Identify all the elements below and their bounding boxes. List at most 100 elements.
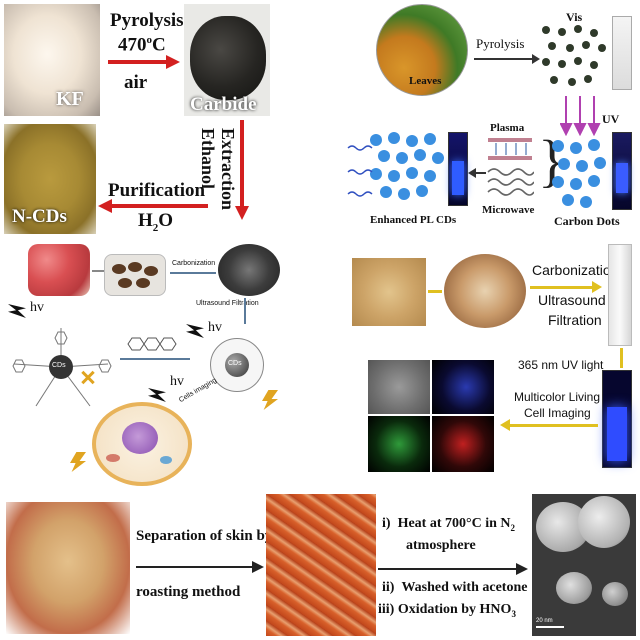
uv-arrows (560, 96, 601, 136)
ultrasound-label: Ultrasound (538, 292, 606, 308)
tem-image: 20 nm (532, 494, 636, 636)
dark-dot (574, 57, 582, 65)
hv-right-label: hv (208, 320, 222, 335)
arrow-d4 (510, 424, 598, 427)
dark-dot (558, 60, 566, 68)
hv-cell-icon (148, 388, 166, 402)
cell-diagram (92, 402, 192, 486)
uv-label: UV (602, 112, 620, 126)
carbonization-c-label: Carbonization (172, 260, 216, 267)
carbide-photo: Carbide (184, 4, 270, 116)
carbon-dots-label: Carbon Dots (554, 214, 620, 228)
dark-dot (574, 25, 582, 33)
scale-label: 20 nm (536, 618, 553, 624)
uv365-label: 365 nm UV light (518, 358, 604, 372)
red-channel-image (432, 416, 494, 472)
arrow-pyrolysis-head (166, 55, 180, 69)
carbide-lump (190, 16, 266, 100)
arrow-c2 (170, 272, 216, 274)
dye-molecule (127, 337, 177, 351)
scale-bar (536, 626, 564, 628)
plasma-label: Plasma (490, 122, 525, 134)
cell-organelle (106, 454, 120, 462)
arrow-d1 (428, 290, 442, 293)
arrow-c1 (92, 270, 106, 272)
vial-glow (616, 163, 628, 193)
blue-channel-image (432, 360, 494, 414)
carbonization-d-label: Carbonization (532, 262, 619, 278)
bright-field-image (368, 360, 430, 414)
water-label: H2O (138, 210, 174, 234)
temperature-label: 470oC (118, 34, 166, 56)
hv-left-label: hv (30, 300, 44, 315)
step-i-cont-label: atmosphere (406, 538, 476, 553)
cds-left-molecule (12, 328, 112, 407)
cell-organelle-2 (160, 456, 172, 464)
seeds-icon (112, 262, 158, 288)
dark-dots (542, 25, 606, 86)
hv-cell-label: hv (170, 374, 184, 389)
cds-left-label: CDs (52, 362, 66, 369)
arrow-treatment-head (468, 168, 476, 178)
ncds-photo: N-CDs (4, 124, 96, 234)
microscopy-grid (368, 360, 496, 472)
peanuts-photo (352, 258, 426, 326)
hv-right-icon (186, 324, 204, 338)
arrow-c4 (120, 358, 190, 360)
kf-label: KF (56, 88, 84, 110)
arrow-treatment (474, 172, 486, 174)
separation-label-2: roasting method (136, 584, 241, 600)
dark-dot (548, 42, 556, 50)
panel-a: KF Pyrolysis 470oC air Carbide Extractio… (0, 0, 270, 240)
peanut-skin-photo (266, 494, 376, 636)
pyrolysis-b-label: Pyrolysis (476, 36, 525, 51)
arrow-purification (112, 204, 208, 208)
microwave-label: Microwave (482, 204, 535, 216)
dark-dot (558, 28, 566, 36)
arrow-e1-head (252, 561, 264, 573)
carbide-label: Carbide (190, 94, 257, 115)
tem-particle-4 (602, 582, 628, 606)
vial-enhanced-glow (452, 161, 464, 195)
enhanced-label: Enhanced PL CDs (370, 214, 457, 226)
step-i-label: i) Heat at 700°C in N2 (382, 516, 515, 533)
step-ii-label: ii) Washed with acetone (382, 580, 528, 595)
carbon-dots-cluster (552, 139, 606, 208)
hv-left-icon (8, 304, 26, 318)
peanut-shells-photo (444, 254, 526, 328)
air-label: air (124, 72, 148, 93)
arrow-extraction (240, 120, 244, 210)
dark-dot (542, 58, 550, 66)
dark-dot (568, 78, 576, 86)
cds-right-sphere (210, 338, 264, 392)
orange-bolt-icon-2 (70, 452, 86, 472)
dark-dot (550, 76, 558, 84)
cds-right-label: CDs (228, 360, 242, 367)
cds-right-core (225, 353, 249, 377)
multicolor-label-2: Cell Imaging (524, 406, 591, 420)
panel-b: Leaves Pyrolysis Vis UV (340, 0, 640, 240)
leaves-label: Leaves (409, 75, 442, 87)
arrow-e2-head (516, 563, 528, 575)
leaves-image: Leaves (376, 4, 468, 96)
multicolor-label-1: Multicolor Living (514, 390, 601, 404)
kf-powder-photo: KF (4, 4, 100, 116)
cell-nucleus (122, 422, 158, 454)
arrow-e2 (378, 568, 518, 570)
dark-dot (542, 26, 550, 34)
arrow-c3 (244, 298, 246, 324)
panel-e: Separation of skin by roasting method i)… (0, 488, 640, 640)
arrow-pyrolysis-b-head (532, 54, 540, 64)
extraction-label: Extraction (218, 128, 238, 210)
orange-bolt-icon (262, 390, 278, 410)
vial-uv (612, 132, 632, 210)
vial-enhanced (448, 132, 468, 206)
dark-dot (590, 29, 598, 37)
dark-dot (582, 41, 590, 49)
plasma-icon (488, 138, 532, 160)
arrow-extraction-head (235, 206, 249, 220)
dark-dot (566, 44, 574, 52)
dark-dot (584, 75, 592, 83)
tem-particle-2 (578, 496, 630, 548)
microwave-icon (487, 168, 534, 196)
